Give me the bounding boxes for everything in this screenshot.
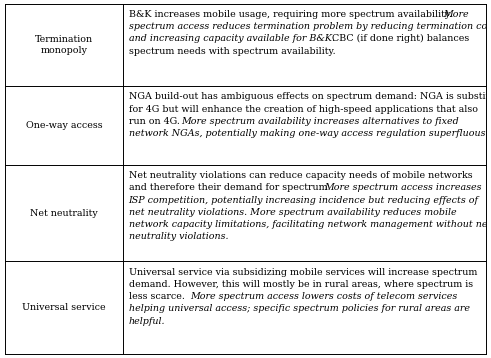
Text: CBC (if done right) balances: CBC (if done right) balances — [328, 34, 469, 43]
Text: B&K increases mobile usage, requiring more spectrum availability.: B&K increases mobile usage, requiring mo… — [129, 10, 455, 19]
Text: network NGAs, potentially making one-way access regulation superfluous.: network NGAs, potentially making one-way… — [129, 129, 488, 138]
Text: One-way access: One-way access — [26, 121, 102, 130]
Text: ISP competition, potentially increasing incidence but reducing effects of: ISP competition, potentially increasing … — [129, 196, 479, 205]
Text: Net neutrality: Net neutrality — [30, 209, 98, 218]
Text: helpful.: helpful. — [129, 316, 165, 326]
Text: Universal service via subsidizing mobile services will increase spectrum: Universal service via subsidizing mobile… — [129, 268, 477, 277]
Text: More: More — [443, 10, 468, 19]
Text: and increasing capacity available for B&K.: and increasing capacity available for B&… — [129, 34, 334, 43]
Text: More spectrum access lowers costs of telecom services: More spectrum access lowers costs of tel… — [191, 292, 458, 301]
Text: for 4G but will enhance the creation of high-speed applications that also: for 4G but will enhance the creation of … — [129, 105, 478, 113]
Text: Net neutrality violations can reduce capacity needs of mobile networks: Net neutrality violations can reduce cap… — [129, 171, 472, 180]
Text: helping universal access; specific spectrum policies for rural areas are: helping universal access; specific spect… — [129, 304, 469, 313]
Text: network capacity limitations, facilitating network management without net: network capacity limitations, facilitati… — [129, 220, 491, 229]
Text: demand. However, this will mostly be in rural areas, where spectrum is: demand. However, this will mostly be in … — [129, 280, 473, 289]
Text: Universal service: Universal service — [22, 304, 106, 313]
Text: neutrality violations.: neutrality violations. — [129, 232, 228, 241]
Text: net neutrality violations. More spectrum availability reduces mobile: net neutrality violations. More spectrum… — [129, 208, 456, 217]
Text: less scarce.: less scarce. — [129, 292, 188, 301]
Text: More spectrum availability increases alternatives to fixed: More spectrum availability increases alt… — [181, 117, 459, 126]
Text: and therefore their demand for spectrum.: and therefore their demand for spectrum. — [129, 184, 333, 193]
Text: spectrum needs with spectrum availability.: spectrum needs with spectrum availabilit… — [129, 47, 335, 55]
Text: Termination
monopoly: Termination monopoly — [35, 35, 93, 54]
Text: More spectrum access increases: More spectrum access increases — [324, 184, 481, 193]
Text: run on 4G.: run on 4G. — [129, 117, 183, 126]
Text: NGA build-out has ambiguous effects on spectrum demand: NGA is substitute: NGA build-out has ambiguous effects on s… — [129, 92, 491, 101]
Text: spectrum access reduces termination problem by reducing termination costs: spectrum access reduces termination prob… — [129, 22, 491, 31]
